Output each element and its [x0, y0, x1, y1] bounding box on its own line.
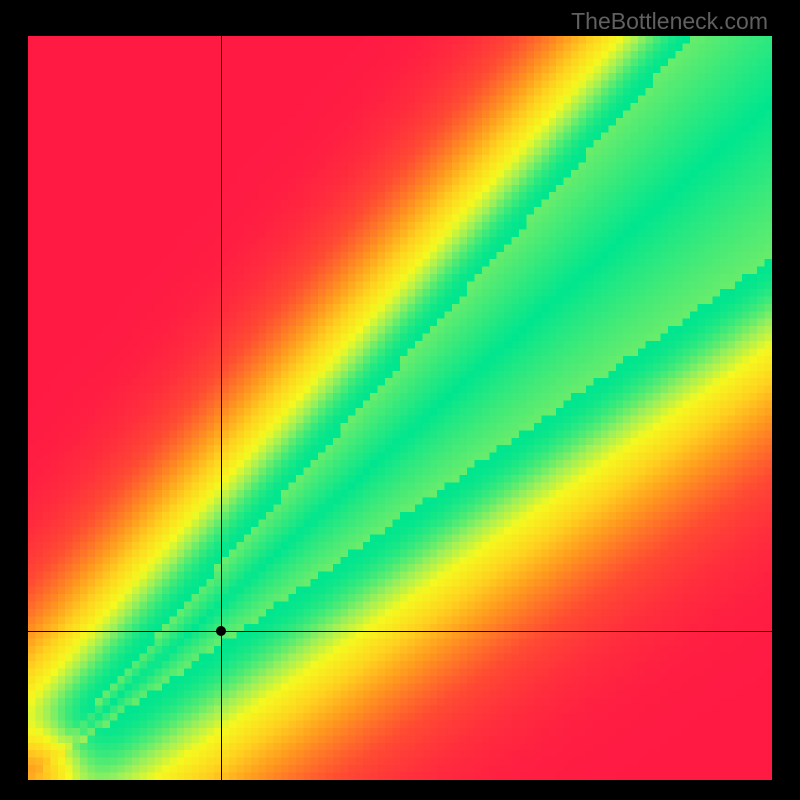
- crosshair-vertical: [221, 36, 222, 780]
- heatmap-canvas: [28, 36, 772, 780]
- figure-root: { "watermark": { "text": "TheBottleneck.…: [0, 0, 800, 800]
- heatmap-plot: [28, 36, 772, 780]
- crosshair-horizontal: [28, 631, 772, 632]
- crosshair-point: [216, 626, 226, 636]
- watermark-text: TheBottleneck.com: [571, 8, 768, 35]
